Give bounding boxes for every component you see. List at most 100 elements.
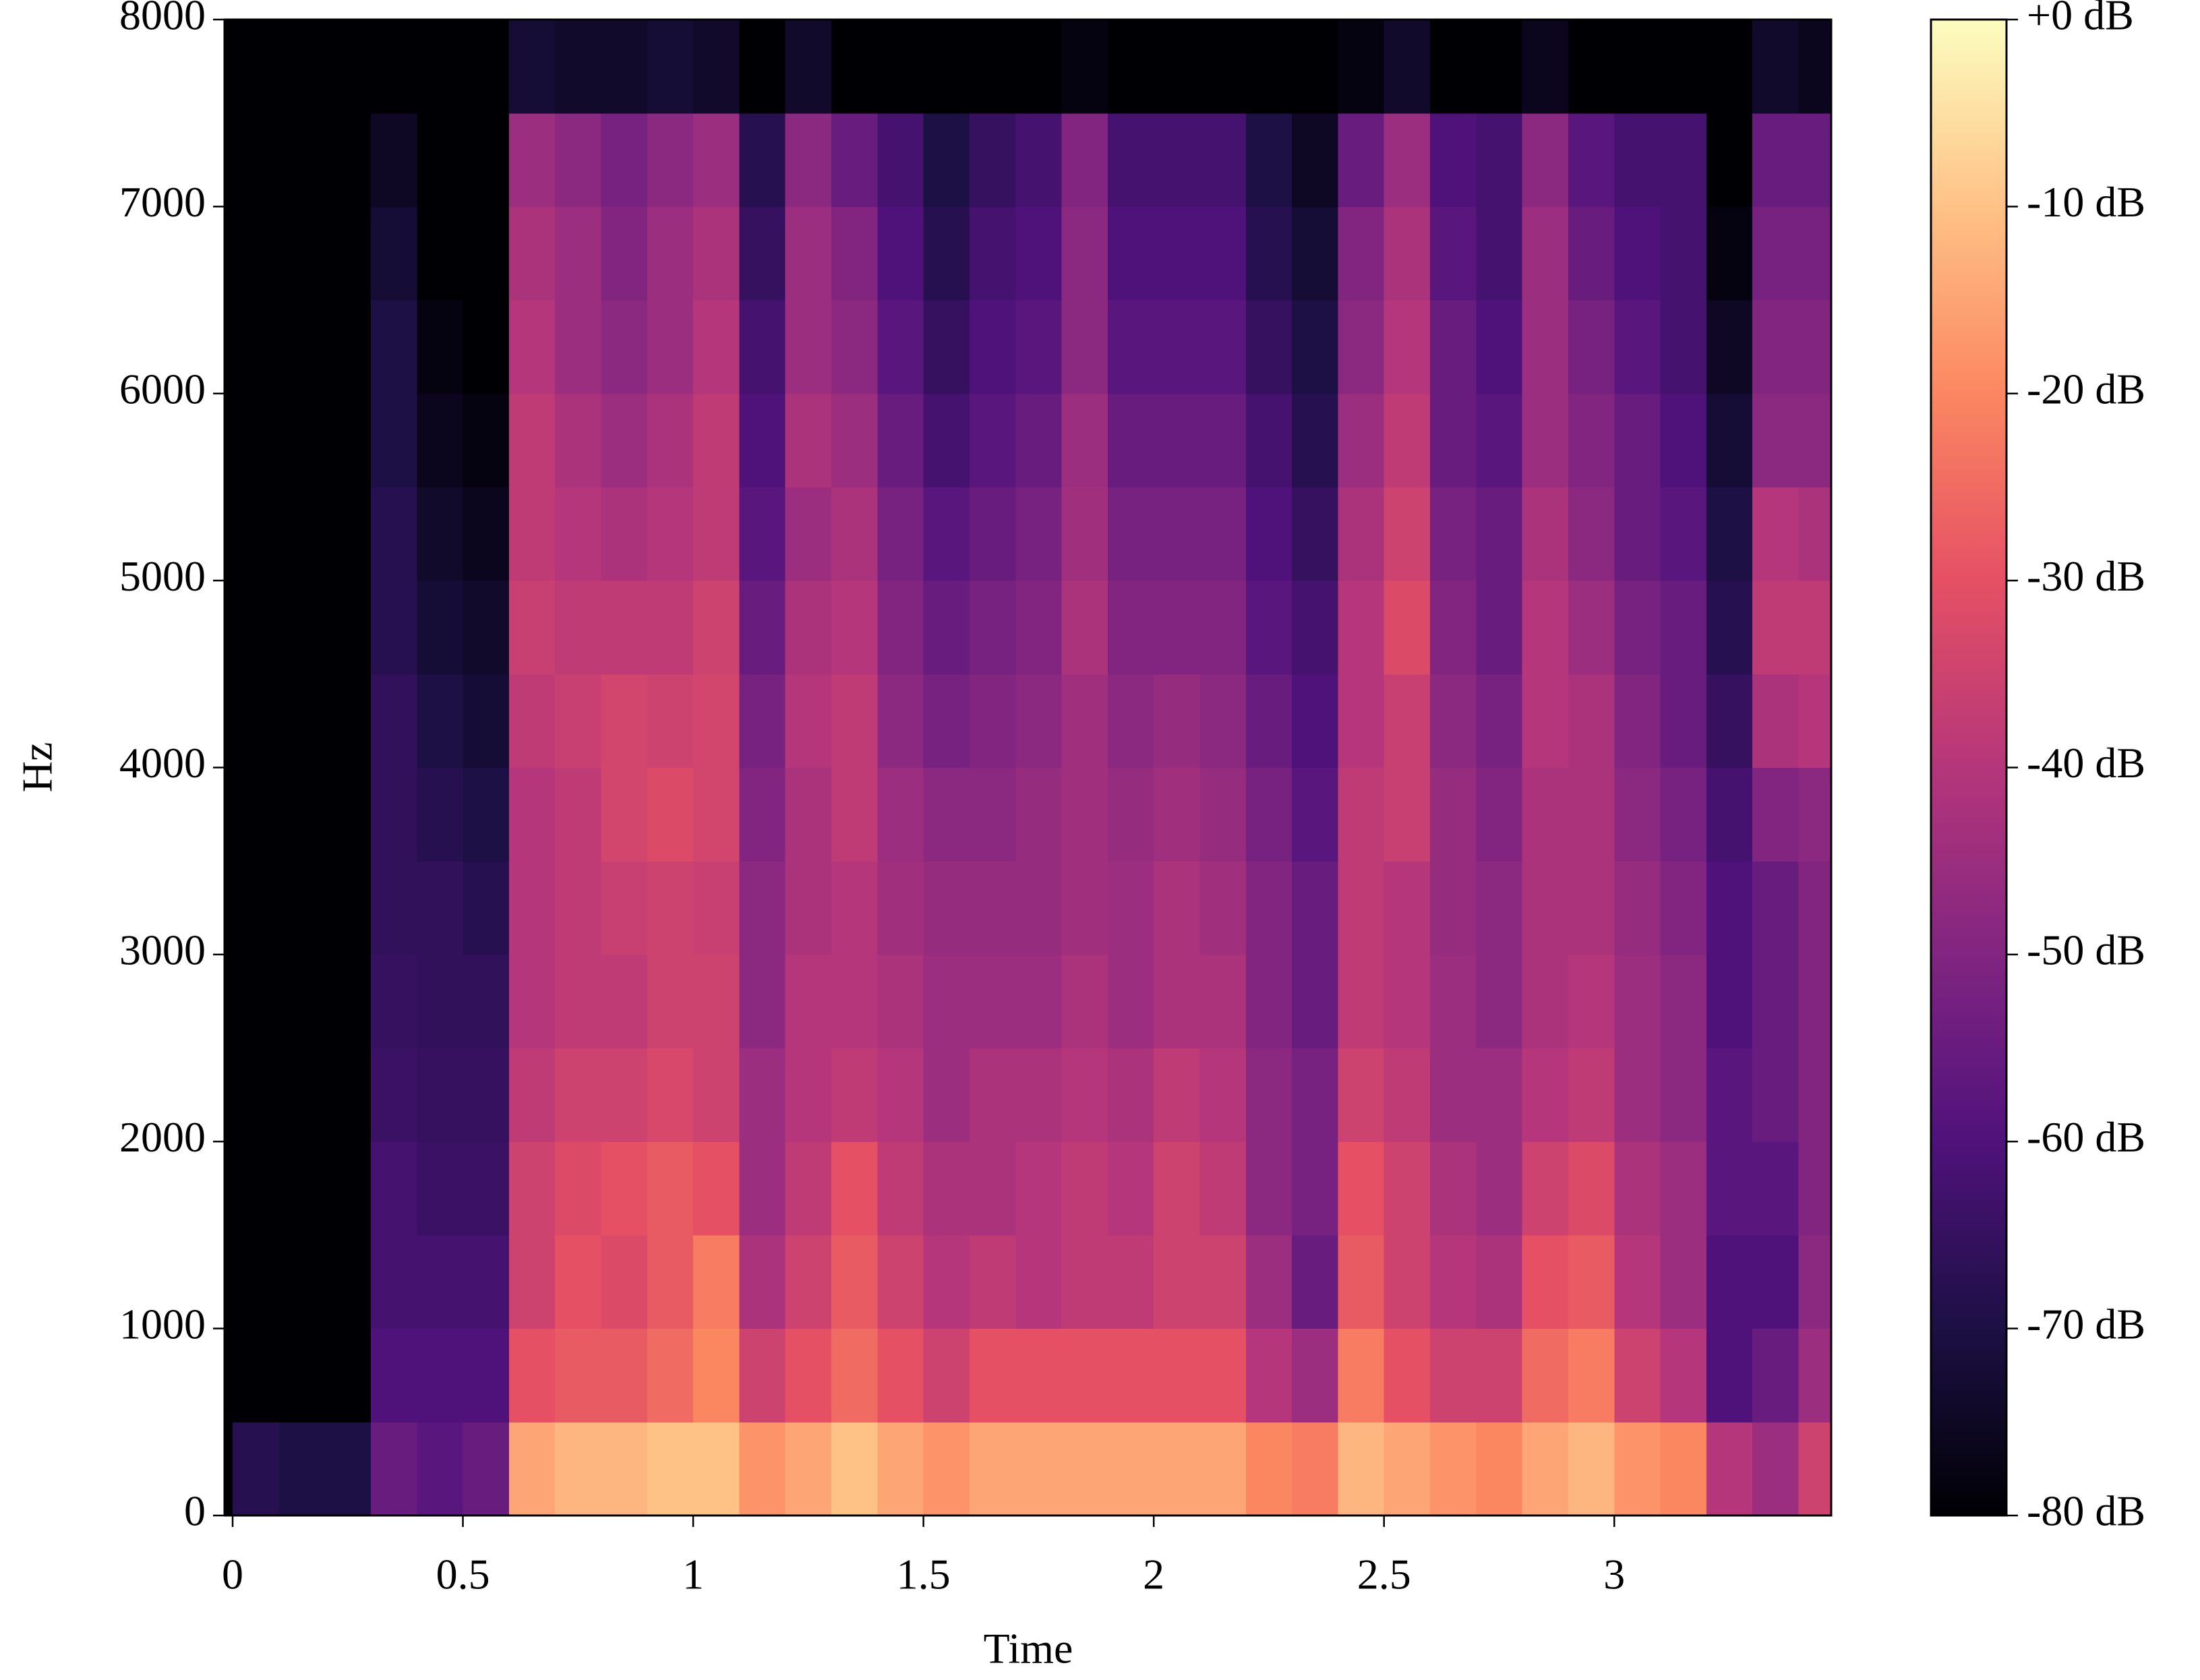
x-tick-label: 0 — [222, 1551, 243, 1598]
cell — [739, 487, 786, 581]
cell — [1660, 1422, 1707, 1516]
cell — [1061, 487, 1108, 581]
cell — [1798, 300, 1831, 394]
cell — [923, 673, 970, 769]
cell — [1798, 393, 1831, 488]
cell — [1338, 1141, 1385, 1236]
cell — [1338, 1422, 1385, 1516]
cell — [1660, 1141, 1707, 1236]
cell — [1522, 393, 1569, 488]
colorbar-tick-label: -10 dB — [2027, 178, 2145, 226]
cell — [1614, 300, 1661, 394]
cell — [1798, 861, 1831, 955]
cell — [324, 1048, 371, 1142]
x-tick-label: 3 — [1603, 1551, 1625, 1598]
colorbar-tick-label: -50 dB — [2027, 926, 2145, 974]
cell — [693, 113, 740, 207]
cell — [831, 1328, 878, 1422]
cell — [278, 673, 326, 769]
cell — [1384, 487, 1431, 581]
cell — [1798, 954, 1831, 1049]
cell — [1476, 954, 1523, 1049]
cell — [233, 1234, 279, 1329]
cell — [1706, 300, 1753, 394]
cell — [785, 1048, 832, 1142]
y-axis-label: Hz — [13, 742, 61, 793]
cell — [1384, 580, 1431, 675]
cell — [233, 487, 279, 581]
cell — [463, 1048, 510, 1142]
x-tick-label: 1.5 — [897, 1551, 951, 1598]
cell — [831, 113, 878, 207]
cell — [739, 673, 786, 769]
cell — [1245, 300, 1292, 394]
cell — [923, 767, 970, 862]
cell — [1706, 1048, 1753, 1142]
cell — [1154, 580, 1201, 675]
cell — [417, 954, 464, 1049]
cell — [1614, 487, 1661, 581]
cell — [1015, 673, 1063, 769]
cell — [1199, 673, 1247, 769]
cell — [370, 1234, 417, 1329]
cell — [508, 113, 556, 207]
cell — [370, 20, 417, 114]
cell — [233, 1328, 279, 1422]
cell — [1476, 300, 1523, 394]
cell — [1384, 300, 1431, 394]
cell — [693, 954, 740, 1049]
cell — [1245, 767, 1292, 862]
cell — [647, 580, 694, 675]
cell — [647, 206, 694, 301]
cell — [1107, 1141, 1154, 1236]
cell — [1568, 1141, 1615, 1236]
cell — [508, 954, 556, 1049]
cell — [1752, 861, 1800, 955]
cell — [1476, 113, 1523, 207]
cell — [877, 861, 924, 955]
y-tick-label: 4000 — [119, 739, 206, 787]
cell — [1338, 487, 1385, 581]
cell — [1706, 954, 1753, 1049]
cell — [1292, 954, 1339, 1049]
cell — [1660, 20, 1707, 114]
cell — [1107, 954, 1154, 1049]
cell — [508, 206, 556, 301]
cell — [1476, 1422, 1523, 1516]
cell — [1568, 206, 1615, 301]
cell — [1614, 861, 1661, 955]
cell — [233, 861, 279, 955]
cell — [969, 487, 1016, 581]
cell — [601, 487, 648, 581]
cell — [463, 1141, 510, 1236]
cell — [1015, 1328, 1063, 1422]
cell — [923, 206, 970, 301]
cell — [1338, 673, 1385, 769]
cell — [1107, 1328, 1154, 1422]
cell — [1522, 1234, 1569, 1329]
cell — [1614, 1422, 1661, 1516]
cell — [1706, 393, 1753, 488]
cell — [463, 1328, 510, 1422]
cell — [1015, 861, 1063, 955]
cell — [1061, 580, 1108, 675]
cell — [1614, 1141, 1661, 1236]
cell — [1338, 767, 1385, 862]
cell — [1706, 767, 1753, 862]
cell — [1292, 580, 1339, 675]
cell — [1015, 1141, 1063, 1236]
cell — [831, 1422, 878, 1516]
cell — [1061, 393, 1108, 488]
cell — [1798, 673, 1831, 769]
cell — [1154, 300, 1201, 394]
cell — [1522, 20, 1569, 114]
cell — [555, 206, 602, 301]
cell — [831, 393, 878, 488]
cell — [1568, 1328, 1615, 1422]
cell — [1798, 1141, 1831, 1236]
cell — [1660, 393, 1707, 488]
cell — [1338, 393, 1385, 488]
cell — [555, 673, 602, 769]
cell — [1154, 1048, 1201, 1142]
cell — [508, 1328, 556, 1422]
